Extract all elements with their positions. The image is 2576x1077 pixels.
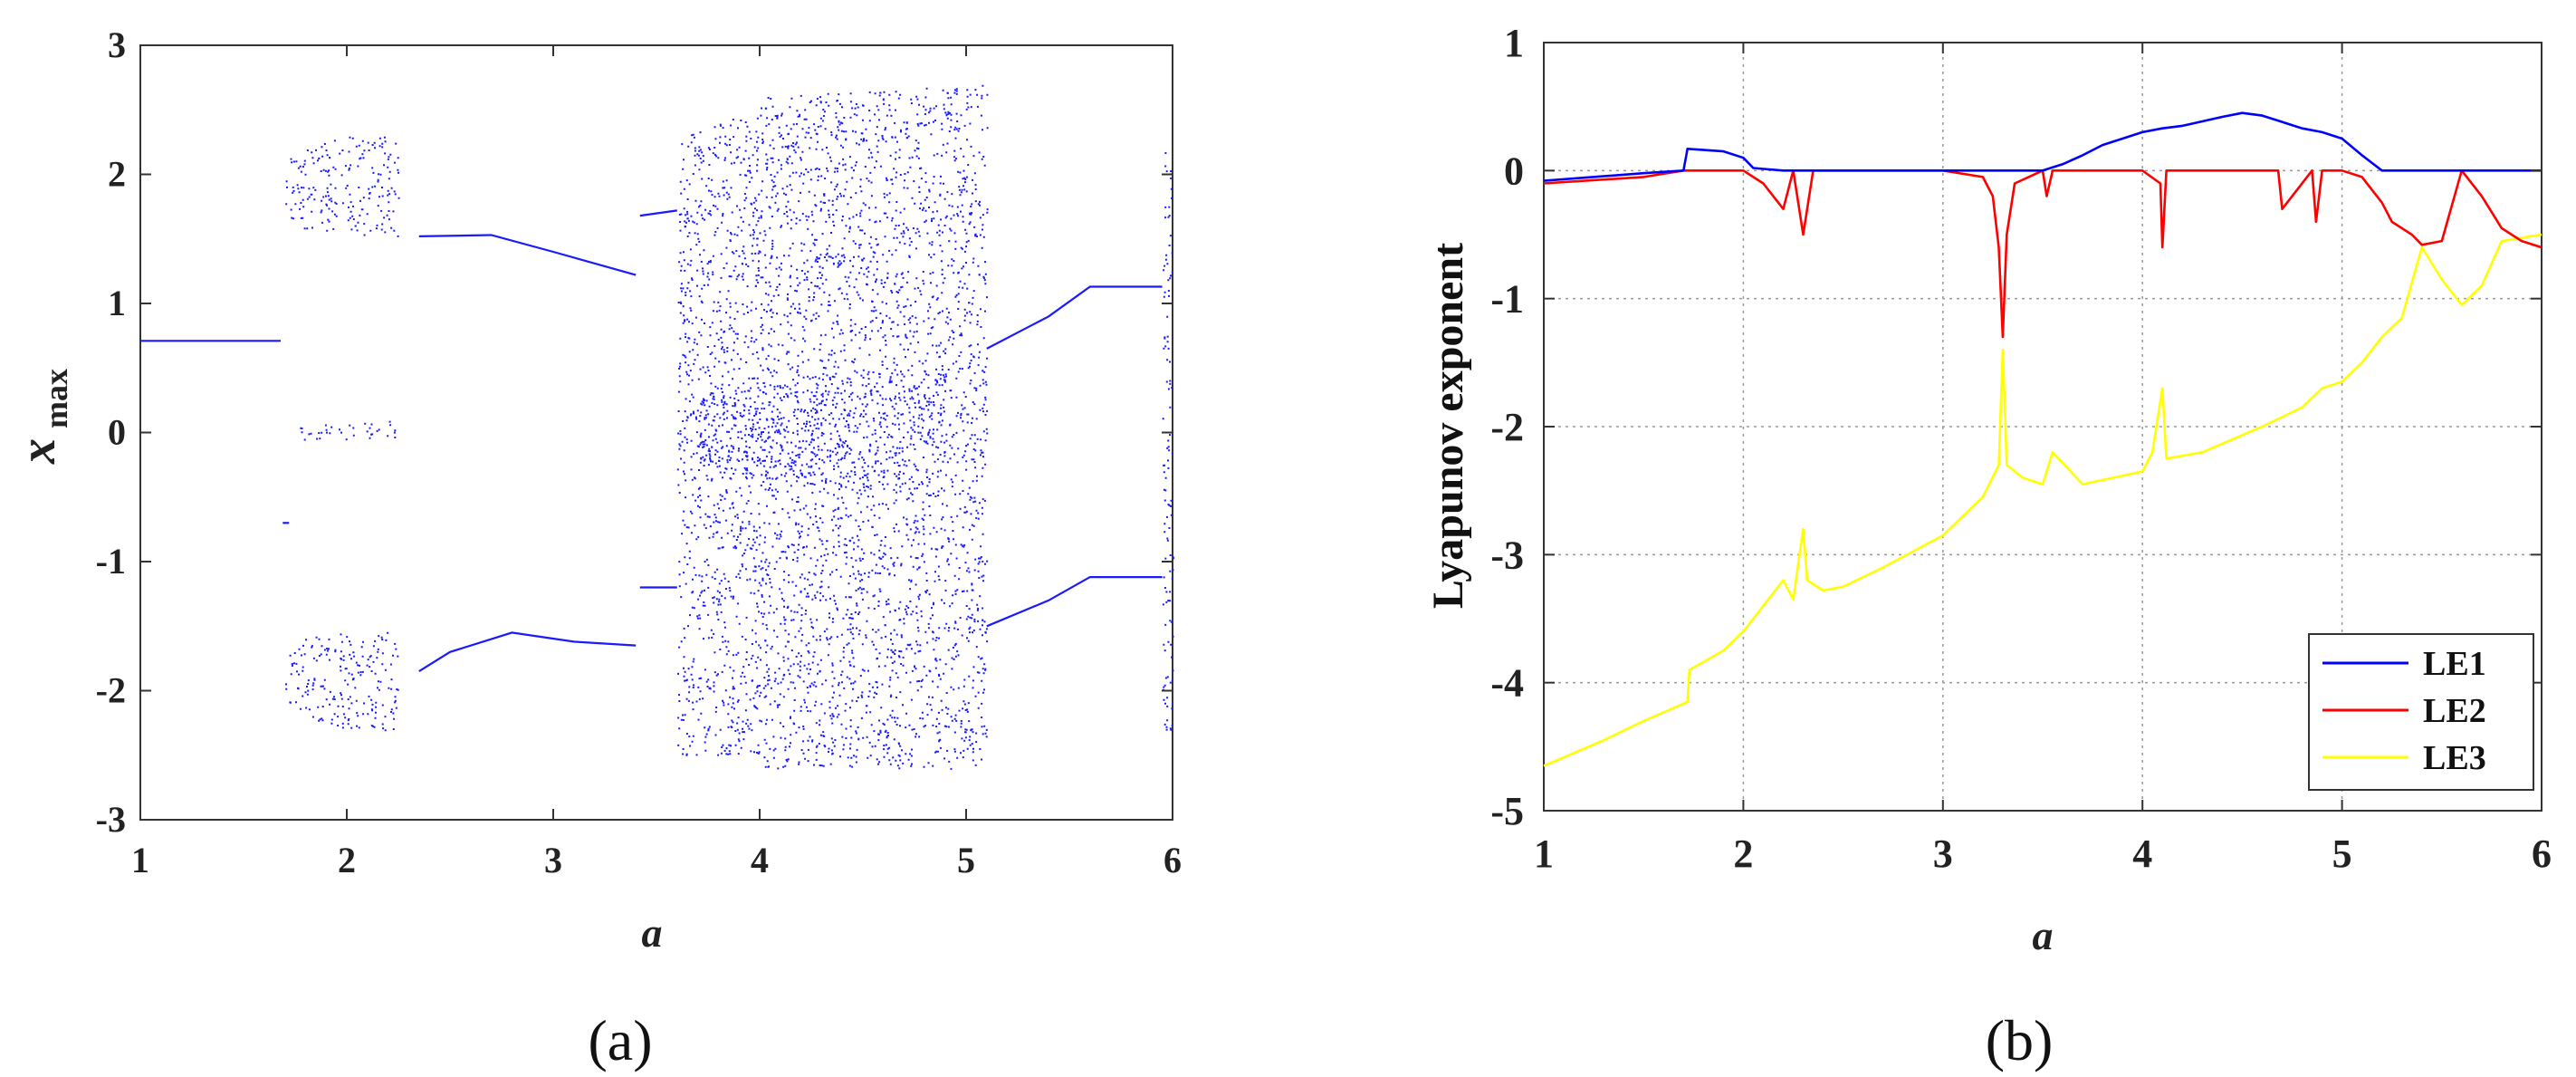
branch-line [986,285,1163,350]
legend-box [2308,633,2534,791]
x-tick-label: 5 [2332,832,2352,876]
y-tick-label: -1 [1490,277,1524,322]
series-le3 [1543,233,2542,767]
point-cloud [300,420,397,441]
point-cloud [347,136,400,237]
y-tick-label: -4 [1490,661,1524,706]
y-axis-label-b: Lyapunov exponent [1424,243,1472,609]
x-axis-label-b: a [2033,912,2054,958]
x-tick-label: 2 [1733,832,1753,876]
y-tick-label: -2 [1490,405,1524,449]
plot-a-frame [139,44,1173,821]
y-axis-label-a: x max [10,369,74,465]
x-tick-label: 1 [1534,832,1554,876]
panel-label-b: (b) [1986,1008,2054,1072]
y-tick-label: -2 [96,670,126,711]
x-tick-label: 2 [338,840,356,880]
legend-label-le1: LE1 [2423,645,2486,683]
y-tick-label: 1 [1504,21,1524,65]
series-le2 [1543,169,2542,339]
point-cloud [285,139,349,232]
y-tick-label: 3 [108,24,126,65]
axes-a-ticks: 1 2 3 4 5 6 -3 -2 -1 0 1 2 3 [96,24,1182,880]
x-tick-label: 4 [2132,832,2152,876]
y-tick-label: 0 [1504,149,1524,193]
axes-b-ticks: 1 2 3 4 5 6 -5 -4 -3 -2 -1 0 1 [1490,21,2552,876]
lyapunov-series [1543,111,2542,767]
series-le1 [1543,111,2542,182]
branch-line [418,631,637,673]
panel-label-a: (a) [588,1008,652,1072]
point-cloud [1162,152,1174,731]
branch-line [639,209,677,217]
x-tick-label: 4 [751,840,769,880]
branch-line [418,234,637,276]
legend: LE1 LE2 LE3 [2308,633,2534,791]
y-tick-label: -5 [1490,789,1524,833]
legend-label-le2: LE2 [2423,692,2486,730]
x-tick-label: 6 [2532,832,2552,876]
x-tick-label: 5 [957,840,975,880]
y-axis-label-a-main: x [10,438,66,465]
bifurcation-points [285,84,1174,770]
y-tick-label: 0 [108,412,126,453]
y-tick-label: -3 [1490,533,1524,577]
x-tick-label: 1 [131,840,149,880]
y-tick-label: 1 [108,283,126,323]
branch-line [986,576,1163,628]
y-tick-label: 2 [108,154,126,195]
x-tick-label: 3 [544,840,562,880]
legend-label-le3: LE3 [2423,739,2486,777]
bifurcation-branches [140,209,1163,673]
y-tick-label: -3 [96,799,126,840]
x-tick-label: 3 [1933,832,1953,876]
panel-a: 1 2 3 4 5 6 -3 -2 -1 0 1 2 3 a x max (a) [10,24,1182,1072]
panel-b: 1 2 3 4 5 6 -5 -4 -3 -2 -1 0 1 a Lyapunov exponent (… [1424,21,2552,1072]
y-tick-label: -1 [96,541,126,582]
x-tick-label: 6 [1164,840,1182,880]
x-axis-label-a: a [642,909,663,956]
y-axis-label-a-sub: max [38,369,74,428]
point-cloud [698,363,948,497]
